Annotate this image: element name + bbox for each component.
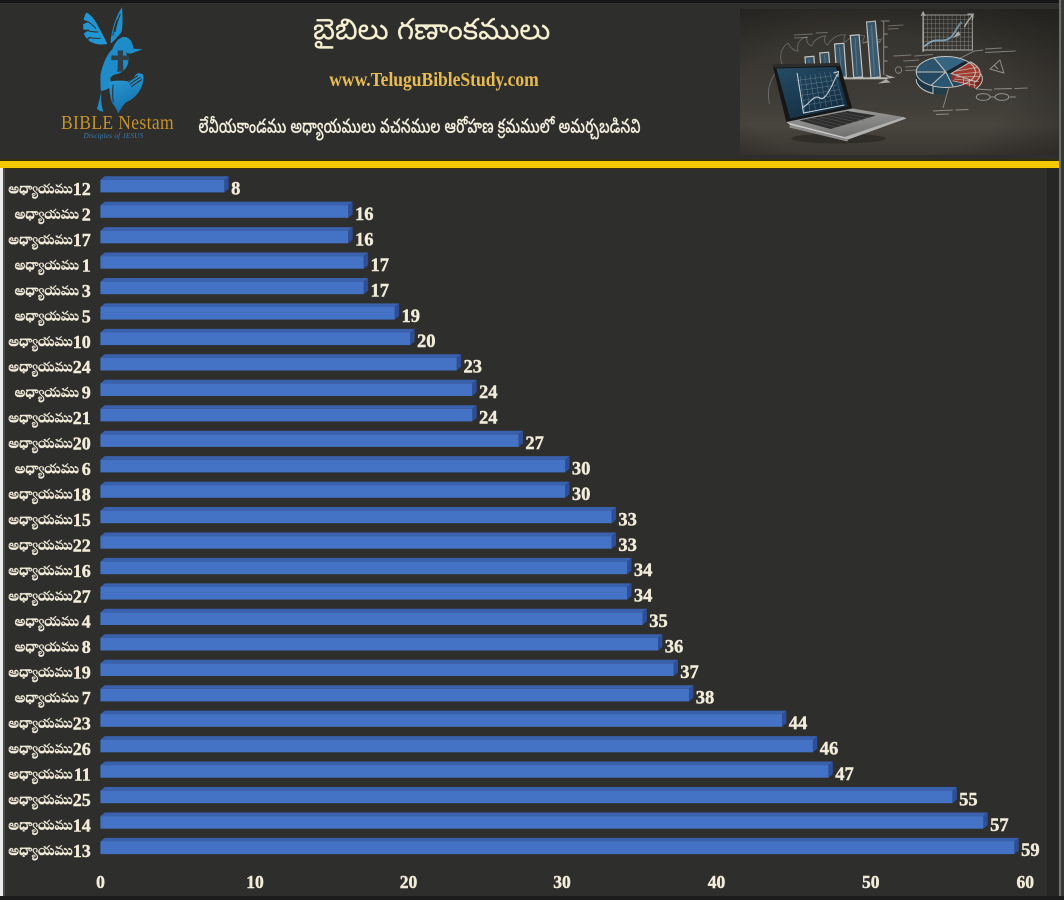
svg-text:17: 17 <box>371 281 390 301</box>
svg-text:16: 16 <box>73 561 91 581</box>
svg-text:37: 37 <box>680 663 699 683</box>
svg-text:60: 60 <box>1017 872 1035 892</box>
svg-text:17: 17 <box>371 256 390 276</box>
svg-text:55: 55 <box>959 790 978 810</box>
svg-text:30: 30 <box>572 459 591 479</box>
svg-text:5: 5 <box>82 306 91 326</box>
svg-text:17: 17 <box>73 230 91 250</box>
svg-text:20: 20 <box>417 332 436 352</box>
svg-text:16: 16 <box>355 205 374 225</box>
svg-text:19: 19 <box>402 307 421 327</box>
svg-text:8: 8 <box>82 637 91 657</box>
svg-text:59: 59 <box>1021 841 1040 861</box>
svg-text:25: 25 <box>73 790 91 810</box>
svg-text:46: 46 <box>820 739 839 759</box>
svg-text:8: 8 <box>231 180 240 200</box>
svg-text:57: 57 <box>990 816 1009 836</box>
svg-text:7: 7 <box>82 688 91 708</box>
svg-text:34: 34 <box>634 587 653 607</box>
svg-text:26: 26 <box>73 739 91 759</box>
svg-text:22: 22 <box>73 535 91 555</box>
svg-text:30: 30 <box>572 485 591 505</box>
svg-text:15: 15 <box>73 510 91 530</box>
svg-text:14: 14 <box>73 815 91 835</box>
svg-text:47: 47 <box>835 765 854 785</box>
svg-text:33: 33 <box>618 536 637 556</box>
svg-text:19: 19 <box>73 663 91 683</box>
svg-text:20: 20 <box>400 872 418 892</box>
svg-text:44: 44 <box>789 714 808 734</box>
svg-text:38: 38 <box>696 689 715 709</box>
svg-text:0: 0 <box>96 872 105 892</box>
svg-text:35: 35 <box>649 612 668 632</box>
svg-text:24: 24 <box>479 383 498 403</box>
svg-text:10: 10 <box>73 332 91 352</box>
svg-text:1: 1 <box>82 255 91 275</box>
svg-text:21: 21 <box>73 408 91 428</box>
svg-text:33: 33 <box>618 510 637 530</box>
svg-text:27: 27 <box>525 434 544 454</box>
svg-text:24: 24 <box>73 357 91 377</box>
svg-text:4: 4 <box>82 612 91 632</box>
svg-text:16: 16 <box>355 230 374 250</box>
svg-text:20: 20 <box>73 434 91 454</box>
svg-text:36: 36 <box>665 638 684 658</box>
svg-text:30: 30 <box>553 872 571 892</box>
svg-text:24: 24 <box>479 409 498 429</box>
svg-text:23: 23 <box>73 714 91 734</box>
svg-text:11: 11 <box>74 764 91 784</box>
svg-text:23: 23 <box>464 358 483 378</box>
svg-text:10: 10 <box>246 872 264 892</box>
svg-text:12: 12 <box>73 179 91 199</box>
svg-text:40: 40 <box>708 872 726 892</box>
svg-text:50: 50 <box>862 872 880 892</box>
svg-text:18: 18 <box>73 485 91 505</box>
svg-text:2: 2 <box>82 205 91 225</box>
svg-text:13: 13 <box>73 841 91 861</box>
svg-text:34: 34 <box>634 561 653 581</box>
svg-text:3: 3 <box>82 281 91 301</box>
svg-text:9: 9 <box>82 383 91 403</box>
svg-text:6: 6 <box>82 459 91 479</box>
svg-text:27: 27 <box>73 586 91 606</box>
